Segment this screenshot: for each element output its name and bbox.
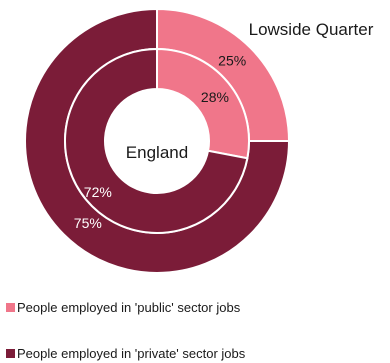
legend-item-public: People employed in 'public' sector jobs: [6, 300, 240, 315]
donut-hole: [105, 89, 209, 193]
legend-swatch-private: [6, 349, 15, 358]
pct-label-outer-private: 75%: [74, 215, 102, 231]
legend-label-private: People employed in 'private' sector jobs: [17, 346, 246, 361]
pct-label-inner-private: 72%: [84, 184, 112, 200]
pct-label-inner-public: 28%: [201, 89, 229, 105]
pct-label-outer-public: 25%: [218, 53, 246, 69]
legend-item-private: People employed in 'private' sector jobs: [6, 346, 245, 361]
inner-ring-name: England: [126, 143, 188, 162]
legend-label-public: People employed in 'public' sector jobs: [17, 300, 241, 315]
legend-swatch-public: [6, 303, 15, 312]
outer-ring-name: Lowside Quarter: [249, 20, 374, 39]
